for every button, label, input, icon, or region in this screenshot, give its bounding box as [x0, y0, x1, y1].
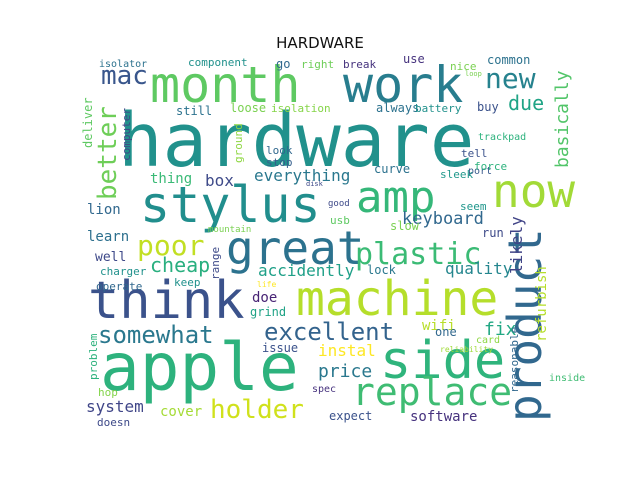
cloud-word-doe: doe	[252, 290, 277, 306]
cloud-word-replace: replace	[352, 370, 512, 414]
cloud-word-hardware: hardware	[118, 98, 474, 184]
cloud-word-box: box	[205, 171, 234, 190]
cloud-word-break: break	[343, 58, 376, 71]
cloud-word-isolation: isolation	[271, 102, 331, 115]
cloud-word-stop: stop	[266, 156, 293, 169]
cloud-word-isolator: isolator	[99, 59, 147, 70]
cloud-title: HARDWARE	[276, 34, 364, 52]
cloud-word-product: product	[498, 228, 552, 422]
cloud-word-buy: buy	[477, 100, 499, 114]
cloud-word-port: port	[468, 166, 492, 177]
cloud-word-lock: lock	[367, 263, 397, 277]
cloud-word-holder: holder	[210, 395, 304, 425]
cloud-word-machine: machine	[296, 271, 498, 327]
cloud-word-cover: cover	[160, 404, 202, 420]
cloud-word-usb: usb	[330, 214, 350, 227]
cloud-word-inside: inside	[549, 373, 585, 384]
cloud-word-run: run	[482, 226, 504, 240]
cloud-word-basically: basically	[552, 70, 573, 168]
cloud-word-loose: loose	[230, 101, 266, 115]
cloud-word-great: great	[226, 221, 364, 275]
cloud-word-software: software	[410, 409, 477, 425]
cloud-word-everything: everything	[254, 166, 350, 185]
cloud-word-operate: operate	[96, 280, 142, 293]
cloud-word-excellent: excellent	[264, 318, 394, 346]
cloud-word-likely: likely	[507, 216, 526, 274]
cloud-word-good: good	[328, 199, 350, 209]
cloud-word-seem: seem	[460, 200, 487, 213]
cloud-word-somewhat: somewhat	[98, 321, 214, 349]
cloud-word-problem: problem	[87, 333, 100, 380]
cloud-word-doesn: doesn	[97, 416, 130, 429]
cloud-word-grind: grind	[250, 305, 286, 319]
cloud-word-keyboard: keyboard	[402, 209, 484, 229]
cloud-word-side: side	[380, 331, 505, 391]
cloud-word-stylus: stylus	[140, 176, 321, 234]
cloud-word-look: look	[266, 144, 293, 157]
cloud-word-refurbish: refurbish	[534, 266, 550, 342]
cloud-word-computer: computer	[120, 108, 133, 161]
cloud-word-issue: issue	[262, 341, 298, 355]
cloud-word-hop: hop	[98, 386, 118, 399]
cloud-word-month: month	[150, 56, 301, 114]
cloud-word-still: still	[176, 104, 212, 118]
cloud-word-range: range	[209, 247, 222, 280]
cloud-word-instal: instal	[318, 341, 376, 360]
cloud-word-wifi: wifi	[422, 318, 456, 334]
cloud-word-go: go	[276, 57, 290, 71]
cloud-word-apple: apple	[100, 329, 299, 406]
cloud-word-work: work	[343, 56, 463, 114]
cloud-word-mountain: mountain	[208, 225, 251, 235]
cloud-word-loop: loop	[465, 70, 482, 78]
cloud-word-disk: disk	[306, 180, 324, 188]
cloud-word-learn: learn	[87, 229, 129, 245]
cloud-word-sleek: sleek	[440, 168, 473, 181]
cloud-word-battery: battery	[415, 102, 462, 115]
cloud-word-plastic: plastic	[355, 237, 481, 272]
cloud-word-slow: slow	[390, 219, 420, 233]
cloud-word-nice: nice	[450, 60, 477, 73]
cloud-word-use: use	[403, 52, 425, 66]
cloud-word-due: due	[508, 91, 544, 115]
cloud-word-one: one	[435, 325, 457, 339]
cloud-word-reliability: reliability	[440, 345, 493, 354]
cloud-word-keep: keep	[174, 276, 201, 289]
cloud-word-thing: thing	[150, 171, 192, 187]
cloud-word-ground: ground	[232, 123, 245, 163]
cloud-word-curve: curve	[374, 162, 410, 176]
cloud-word-well: well	[95, 250, 126, 265]
cloud-word-system: system	[86, 397, 144, 416]
cloud-word-common: common	[487, 53, 530, 67]
cloud-word-think: think	[88, 271, 245, 331]
cloud-word-new: new	[485, 62, 536, 95]
cloud-word-amp: amp	[356, 172, 435, 223]
cloud-word-expect: expect	[329, 409, 372, 423]
cloud-word-component: component	[188, 56, 248, 69]
cloud-word-force: force	[474, 160, 507, 173]
cloud-word-spec: spec	[312, 384, 336, 395]
cloud-word-quality: quality	[445, 259, 513, 278]
cloud-word-right: right	[301, 58, 334, 71]
cloud-word-card: card	[476, 335, 500, 346]
cloud-word-trackpad: trackpad	[478, 132, 526, 143]
cloud-word-accidently: accidently	[258, 261, 355, 280]
cloud-word-deliver: deliver	[81, 97, 95, 148]
cloud-word-mac: mac	[101, 61, 148, 91]
cloud-word-price: price	[318, 361, 372, 382]
cloud-word-always: always	[376, 101, 419, 115]
cloud-word-lion: lion	[87, 202, 121, 218]
cloud-word-now: now	[492, 164, 575, 218]
cloud-word-tell: tell	[461, 147, 488, 160]
cloud-word-poor: poor	[137, 229, 204, 262]
cloud-word-charger: charger	[100, 265, 147, 278]
cloud-word-fix: fix	[484, 319, 517, 340]
cloud-word-cheap: cheap	[150, 253, 210, 277]
cloud-word-life: life	[257, 280, 276, 289]
cloud-word-reasonable: reasonable	[508, 327, 521, 393]
cloud-word-better: better	[93, 106, 123, 200]
